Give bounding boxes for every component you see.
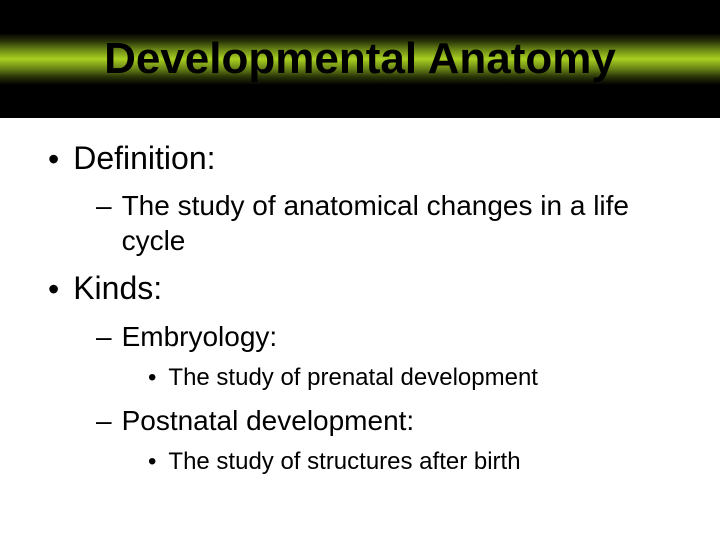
bullet-level-3: • The study of structures after birth [148,448,690,477]
title-banner: Developmental Anatomy [0,0,720,118]
bullet-level-2: – Postnatal development: [96,403,690,438]
bullet-level-3: • The study of prenatal development [148,364,690,393]
bullet-text: Kinds: [73,270,162,307]
bullet-text: Definition: [73,140,215,177]
bullet-text: The study of prenatal development [168,364,538,392]
bullet-dot-icon: • [148,448,156,477]
bullet-dash-icon: – [96,319,112,354]
bullet-text: The study of anatomical changes in a lif… [122,188,690,258]
bullet-dash-icon: – [96,188,112,223]
slide-title: Developmental Anatomy [104,34,616,84]
bullet-dot-icon: • [48,270,59,308]
bullet-dot-icon: • [148,364,156,393]
bullet-dot-icon: • [48,140,59,178]
bullet-level-2: – Embryology: [96,319,690,354]
bullet-level-2: – The study of anatomical changes in a l… [96,188,690,258]
bullet-dash-icon: – [96,403,112,438]
bullet-text: The study of structures after birth [168,448,520,476]
bullet-text: Embryology: [122,319,278,354]
bullet-level-1: • Definition: [48,140,690,178]
bullet-text: Postnatal development: [122,403,415,438]
slide-body: • Definition: – The study of anatomical … [0,118,720,476]
bullet-level-1: • Kinds: [48,270,690,308]
